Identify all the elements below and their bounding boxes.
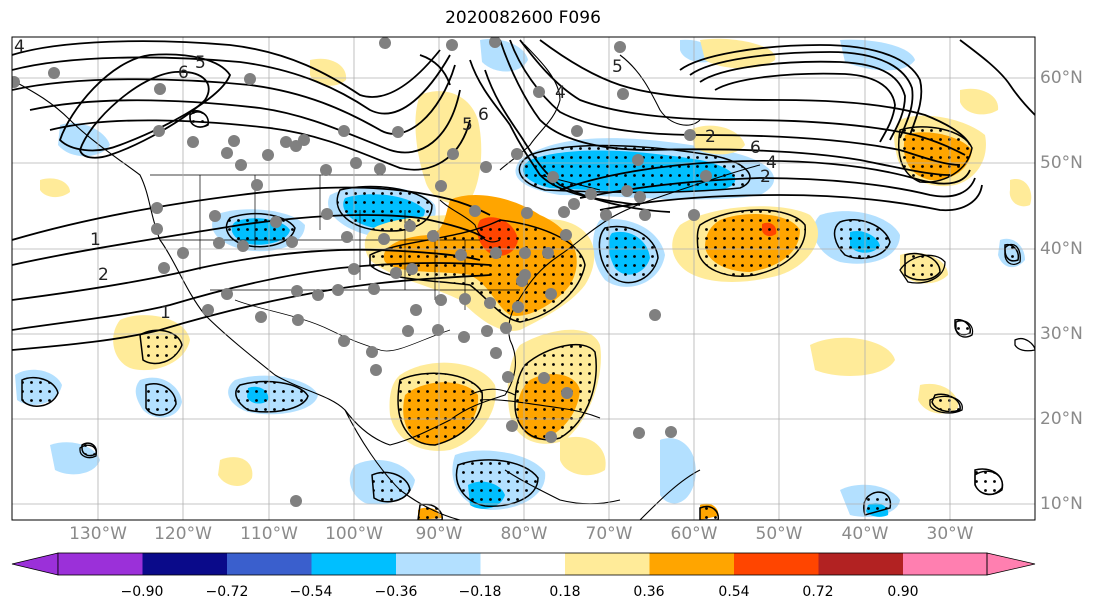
height-contours [12,39,1035,351]
colorbar-bin [565,553,650,575]
lon-label: 100°W [325,524,383,544]
lat-label: 60°N [1040,68,1083,88]
contour-label: 6 [750,138,761,158]
station-dots [12,37,712,507]
lon-label: 30°W [926,524,974,544]
anomaly-contours [79,111,1035,495]
colorbar-tick-label: 0.72 [802,584,834,600]
colorbar-outline [57,552,988,576]
lat-label: 10°N [1040,494,1083,514]
colorbar-bin [903,553,987,575]
lon-label: 70°W [585,524,633,544]
colorbar-tick-label: 0.36 [633,584,665,600]
contour-label: 6 [178,63,189,83]
lon-label: 130°W [69,524,127,544]
colorbar-tick-label: 0.54 [718,584,750,600]
lon-label: 50°W [755,524,803,544]
colorbar-bin [142,553,227,575]
contour-label: 2 [760,167,771,187]
coastlines [12,39,761,520]
colorbar-tick-label: −0.18 [458,584,502,600]
colorbar-bin [227,553,312,575]
chart-title: 2020082600 F096 [445,8,601,28]
lon-label: 40°W [841,524,889,544]
lat-label: 30°N [1040,324,1083,344]
colorbar-bin [396,553,481,575]
colorbar-bin [649,553,734,575]
colorbar-low-arrow [11,552,59,576]
contour-label: 4 [555,83,566,103]
colorbar-tick-label: −0.72 [205,584,249,600]
stippling [21,110,1020,520]
colorbar-tick-label: −0.36 [374,584,418,600]
map-border [11,36,1036,521]
colorbar-high-arrow [986,552,1036,576]
lat-label: 20°N [1040,409,1083,429]
contour-label: 2 [98,265,109,285]
colorbar-tick-label: 0.90 [887,584,919,600]
contour-label: 5 [462,115,473,135]
contour-label: 4 [766,153,777,173]
contour-label: 6 [478,105,489,125]
lat-label: 50°N [1040,153,1083,173]
contour-label: 5 [612,57,623,77]
colorbar-tick-label: 0.18 [549,584,581,600]
lon-label: 60°W [670,524,718,544]
colorbar-bin [58,553,143,575]
colorbar-bin [311,553,396,575]
contour-label: 1 [90,230,101,250]
colorbar-bin [818,553,903,575]
contour-labels: 4 6 5 1 2 1 5 6 5 4 2 4 6 2 [14,37,777,323]
colorbar-bin [734,553,819,575]
colorbar-bin [480,553,565,575]
lat-label: 40°N [1040,239,1083,259]
contour-label: 1 [160,303,171,323]
contour-label: 4 [14,37,25,57]
lon-label: 120°W [154,524,212,544]
lon-label: 110°W [240,524,298,544]
contour-label: 5 [195,53,206,73]
contour-label: 2 [705,127,716,147]
colorbar [11,552,1036,576]
lon-label: 90°W [415,524,463,544]
colorbar-tick-label: −0.54 [289,584,333,600]
lon-label: 80°W [500,524,548,544]
colorbar-tick-label: −0.90 [120,584,164,600]
